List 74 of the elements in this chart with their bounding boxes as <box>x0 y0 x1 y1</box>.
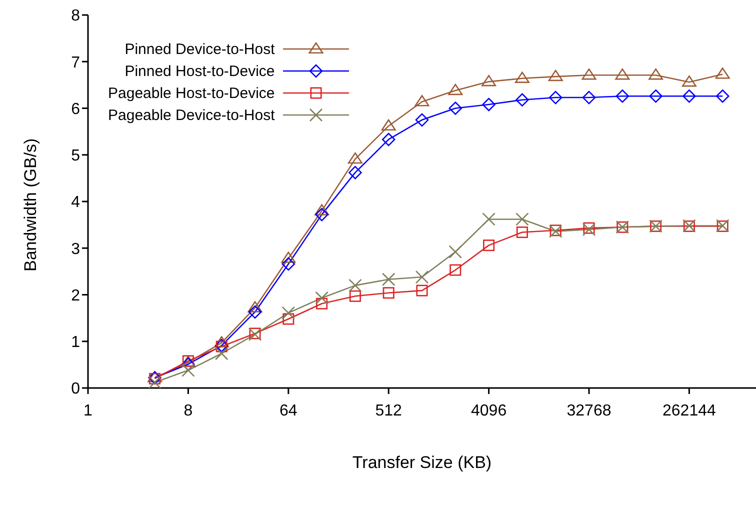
point <box>682 75 696 87</box>
point <box>415 113 429 127</box>
point <box>516 212 529 226</box>
point <box>214 336 229 348</box>
y-tick-label: 1 <box>71 334 80 352</box>
point <box>548 70 563 82</box>
point <box>315 208 328 222</box>
point <box>348 152 362 164</box>
point <box>582 90 596 104</box>
point <box>414 95 430 106</box>
point <box>448 102 462 115</box>
point <box>349 290 361 302</box>
point <box>382 272 396 286</box>
point <box>514 72 530 83</box>
point <box>415 270 429 284</box>
point <box>715 68 730 79</box>
y-axis-title: Bandwidth (GB/s) <box>21 138 40 272</box>
y-tick-label: 2 <box>71 287 80 304</box>
point <box>682 89 696 103</box>
point <box>450 264 462 276</box>
x-axis-title: Transfer Size (KB) <box>352 453 492 472</box>
point <box>516 226 528 238</box>
point <box>582 222 596 236</box>
point <box>214 346 228 360</box>
point <box>182 364 195 377</box>
x-tick-label: 64 <box>280 402 298 420</box>
point <box>482 98 496 112</box>
point <box>482 75 496 86</box>
y-tick-label: 6 <box>71 100 80 118</box>
x-tick-label: 4096 <box>471 402 507 420</box>
point <box>282 313 294 325</box>
legend-label: Pinned Host-to-Device <box>124 62 275 80</box>
x-tick-label: 32768 <box>566 402 612 420</box>
point <box>416 284 428 296</box>
point <box>482 212 496 226</box>
x-tick-label: 512 <box>375 402 402 420</box>
point <box>648 68 664 80</box>
point <box>282 257 296 271</box>
y-tick-label: 4 <box>71 194 80 212</box>
point <box>348 278 362 292</box>
legend-label: Pageable Host-to-Device <box>108 84 275 102</box>
y-tick-label: 7 <box>71 54 80 72</box>
point <box>316 298 328 310</box>
point <box>314 204 330 216</box>
point <box>615 68 630 80</box>
point <box>649 89 662 103</box>
point <box>583 222 595 234</box>
point <box>248 301 262 312</box>
point <box>616 89 630 103</box>
y-tick-label: 3 <box>71 240 80 258</box>
point <box>582 68 596 80</box>
point <box>348 166 362 180</box>
point <box>483 240 495 252</box>
x-tick-label: 8 <box>184 402 193 420</box>
x-tick-label: 1 <box>84 402 93 420</box>
point <box>382 287 394 299</box>
point <box>281 252 296 263</box>
x-tick-label: 262144 <box>662 402 716 420</box>
point <box>548 90 562 104</box>
y-tick-label: 8 <box>71 8 80 25</box>
y-tick-label: 5 <box>71 148 80 165</box>
point <box>248 305 262 319</box>
point <box>448 245 462 259</box>
y-tick-label: 0 <box>71 380 80 398</box>
point <box>716 89 730 103</box>
legend-label: Pinned Device-to-Host <box>124 40 275 58</box>
point <box>516 93 529 107</box>
point <box>315 291 328 305</box>
legend-label: Pageable Device-to-Host <box>108 106 275 124</box>
point <box>282 306 296 320</box>
point <box>382 132 396 146</box>
point <box>448 84 463 96</box>
point <box>148 376 162 388</box>
point <box>381 119 396 131</box>
